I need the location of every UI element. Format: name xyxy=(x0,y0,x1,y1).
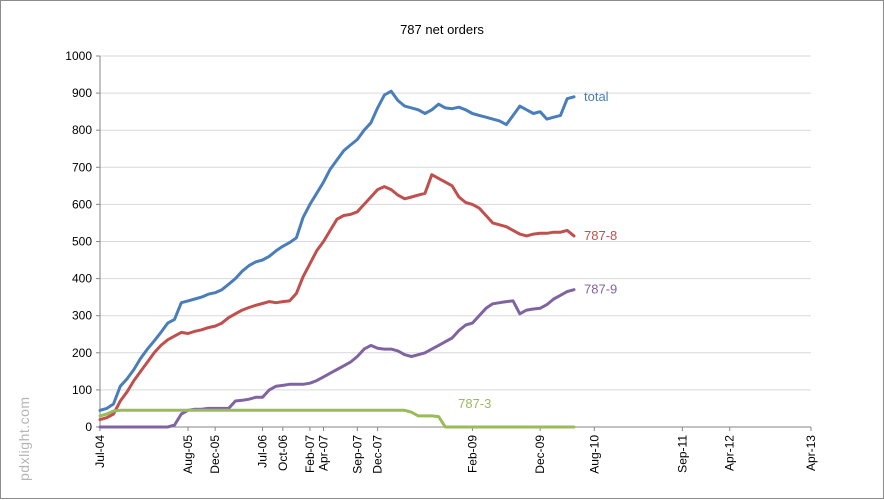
series-layer xyxy=(98,89,576,429)
x-tick-label: Aug-10 xyxy=(587,435,601,474)
x-tick-label: Sep-07 xyxy=(350,435,364,474)
x-tick-label: Oct-06 xyxy=(276,435,290,471)
axis-layer: 0 100 200 300 400 500 600 700 800 900 1000 Jul-04 Au… xyxy=(65,49,818,474)
x-tick-label: Jul-06 xyxy=(256,435,270,468)
series-label-787-8: 787-8 xyxy=(584,228,617,243)
series-label-787-3: 787-3 xyxy=(458,396,491,411)
series-label-total: total xyxy=(584,89,609,104)
chart-title: 787 net orders xyxy=(400,22,484,37)
y-tick-label: 300 xyxy=(72,309,92,323)
y-tick-label: 900 xyxy=(72,86,92,100)
x-tick-label: Apr-12 xyxy=(723,435,737,471)
series-line-787-3 xyxy=(98,408,576,429)
x-tick-label: Apr-07 xyxy=(316,435,330,471)
x-tick-label: Dec-09 xyxy=(533,435,547,474)
x-tick-label: Feb-09 xyxy=(465,435,479,473)
series-line-total xyxy=(98,89,576,412)
series-label-787-9: 787-9 xyxy=(584,282,617,297)
y-tick-label: 0 xyxy=(85,420,92,434)
x-tick-label: Dec-05 xyxy=(208,435,222,474)
x-tick-label: Sep-11 xyxy=(675,435,689,473)
x-tick-label: Aug-05 xyxy=(181,435,195,474)
grid-layer xyxy=(100,55,811,391)
x-tick-label: Dec-07 xyxy=(371,435,385,474)
label-layer: total 787-8 787-9 787-3 xyxy=(458,89,617,411)
y-tick-label: 500 xyxy=(72,235,92,249)
x-tick-label: Apr-13 xyxy=(804,435,818,471)
x-tick-label: Feb-07 xyxy=(303,435,317,473)
y-tick-label: 700 xyxy=(72,160,92,174)
watermark-text: pdxlight.com xyxy=(16,396,32,481)
y-tick-label: 600 xyxy=(72,197,92,211)
y-tick-label: 200 xyxy=(72,346,92,360)
series-line-787-8 xyxy=(98,173,576,422)
y-tick-label: 800 xyxy=(72,123,92,137)
x-tick-label: Jul-04 xyxy=(93,435,107,468)
series-line-787-9 xyxy=(98,288,576,429)
y-tick-label: 100 xyxy=(72,383,92,397)
y-tick-label: 1000 xyxy=(65,49,92,63)
y-tick-label: 400 xyxy=(72,272,92,286)
